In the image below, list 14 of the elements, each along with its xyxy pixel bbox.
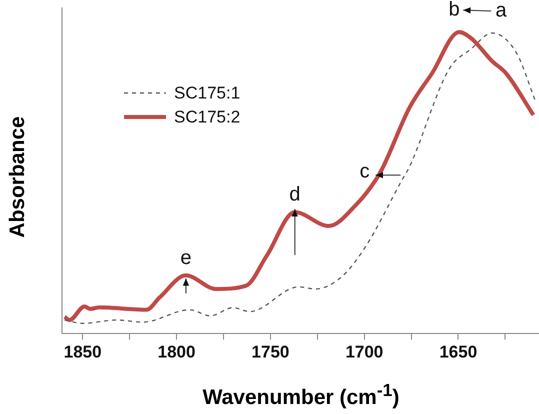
y-axis-title: Absorbance xyxy=(6,115,30,240)
legend-label: SC175:2 xyxy=(174,108,240,127)
x-axis-title: Wavenumber (cm$^{-1}$) xyxy=(202,380,400,410)
legend-label: SC175:1 xyxy=(174,84,240,103)
x-tick-label: 1650 xyxy=(439,342,478,362)
annotation: d xyxy=(289,184,300,206)
annotation: c xyxy=(360,160,370,183)
annotation: a xyxy=(495,0,508,22)
x-tick-label: 1850 xyxy=(64,342,102,362)
annotation: b xyxy=(448,0,460,21)
x-tick-label: 1750 xyxy=(252,342,290,362)
annotation: e xyxy=(180,246,192,269)
x-tick-label: 1800 xyxy=(158,342,196,362)
x-tick-label: 1700 xyxy=(345,342,384,362)
